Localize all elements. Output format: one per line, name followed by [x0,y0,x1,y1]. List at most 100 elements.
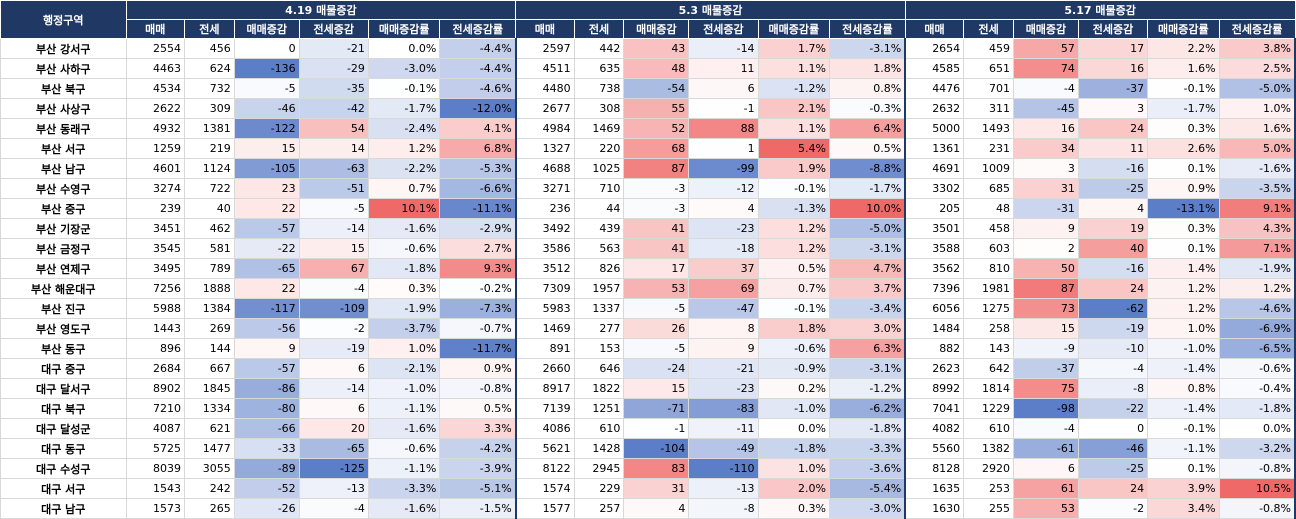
value-cell: 0.9% [1147,178,1220,199]
value-cell: -31 [1012,198,1079,219]
value-cell: 1381 [183,118,235,139]
value-cell: 26 [623,318,690,339]
value-cell: 701 [963,78,1014,99]
value-cell: 309 [183,98,235,119]
value-cell: -5.4% [828,478,907,499]
value-cell: 236 [515,198,575,219]
value-cell: -11.1% [439,198,517,219]
value-cell: -65 [233,258,300,279]
value-cell: -1.3% [757,198,830,219]
value-cell: 651 [963,58,1014,79]
value-cell: -16 [1077,158,1149,179]
region-cell: 부산 중구 [0,198,127,219]
value-cell: 3271 [515,178,575,199]
value-cell: 31 [1012,178,1079,199]
value-cell: 41 [623,218,690,239]
value-cell: -4.6% [439,78,517,99]
value-cell: -98 [1012,398,1079,419]
value-cell: 8 [688,318,759,339]
value-cell: -51 [298,178,369,199]
value-cell: 3 [1012,158,1079,179]
value-cell: -24 [623,358,690,379]
subcolumn-header: 전세 [573,19,625,39]
value-cell: 220 [573,138,625,159]
region-cell: 대구 남구 [0,498,127,519]
table-row: 대구 북구 7210 1334 -80 6 -1.1% 0.5% 7139 1251 -71 -83… [0,398,1296,419]
region-cell: 부산 남구 [0,158,127,179]
value-cell: 1124 [183,158,235,179]
table-row: 부산 연제구 3495 789 -65 67 -1.8% 9.3% 3512 826 17 37 0.… [0,258,1296,279]
table-row: 부산 서구 1259 219 15 14 1.2% 6.8% 1327 220 68 1 5.4% 0.… [0,138,1296,159]
value-cell: 1574 [515,478,575,499]
value-cell: 40 [1077,238,1149,259]
value-cell: 4082 [904,418,965,439]
subcolumn-header: 매매증감률 [1147,19,1220,39]
value-cell: 17 [1077,38,1149,59]
value-cell: 3588 [904,238,965,259]
value-cell: 442 [573,38,625,59]
value-cell: -61 [1012,438,1079,459]
value-cell: 14 [298,138,369,159]
value-cell: 642 [963,358,1014,379]
subcolumn-header: 전세증감률 [439,19,517,39]
value-cell: 789 [183,258,235,279]
value-cell: -54 [623,78,690,99]
region-cell: 대구 서구 [0,478,127,499]
value-cell: 3501 [904,218,965,239]
value-cell: 882 [904,338,965,359]
value-cell: -52 [233,478,300,499]
value-cell: 3274 [125,178,185,199]
value-cell: -1 [623,418,690,439]
value-cell: 2.7% [439,238,517,259]
value-cell: 4.3% [1218,218,1296,239]
value-cell: -13 [688,478,759,499]
value-cell: 15 [623,378,690,399]
value-cell: -1.9% [367,298,441,319]
value-cell: 1981 [963,278,1014,299]
value-cell: -1.5% [439,498,517,519]
value-cell: 4534 [125,78,185,99]
value-cell: 0.5% [439,398,517,419]
value-cell: 15 [1012,318,1079,339]
value-cell: 1.2% [367,138,441,159]
value-cell: -3.6% [828,458,907,479]
value-cell: 0.8% [1147,378,1220,399]
value-cell: -1.2% [828,378,907,399]
value-cell: 7396 [904,278,965,299]
value-cell: 0 [1077,418,1149,439]
value-cell: -62 [1077,298,1149,319]
value-cell: 43 [623,38,690,59]
value-cell: -3.4% [828,298,907,319]
value-cell: 1025 [573,158,625,179]
table-row: 대구 중구 2684 667 -57 6 -2.1% 0.9% 2660 646 -24 -21 -0… [0,358,1296,379]
value-cell: 61 [1012,478,1079,499]
value-cell: 16 [1077,58,1149,79]
value-cell: 24 [1077,478,1149,499]
value-cell: 621 [183,418,235,439]
value-cell: -1 [688,98,759,119]
region-cell: 부산 해운대구 [0,278,127,299]
value-cell: -0.3% [828,98,907,119]
subcolumn-header: 전세증감률 [828,19,906,39]
value-cell: 3545 [125,238,185,259]
value-cell: 3.9% [1147,478,1220,499]
group-header-0419: 4.19 매물증감 [125,0,517,20]
value-cell: -1.8% [828,418,907,439]
value-cell: 9.3% [439,258,517,279]
table-row: 대구 달성군 4087 621 -66 20 -1.6% 3.3% 4086 610 -1 -11 0… [0,418,1296,439]
value-cell: 738 [573,78,625,99]
value-cell: 2684 [125,358,185,379]
value-cell: -0.6% [367,438,441,459]
region-cell: 부산 북구 [0,78,127,99]
value-cell: 1.4% [1147,258,1220,279]
value-cell: -25 [1077,458,1149,479]
value-cell: -57 [233,218,300,239]
value-cell: 1.0% [1218,98,1296,119]
value-cell: 4.1% [439,118,517,139]
value-cell: 2.6% [1147,138,1220,159]
value-cell: -5.3% [439,158,517,179]
value-cell: 1275 [963,298,1014,319]
value-cell: 2597 [515,38,575,59]
value-cell: 88 [688,118,759,139]
value-cell: 11 [1077,138,1149,159]
